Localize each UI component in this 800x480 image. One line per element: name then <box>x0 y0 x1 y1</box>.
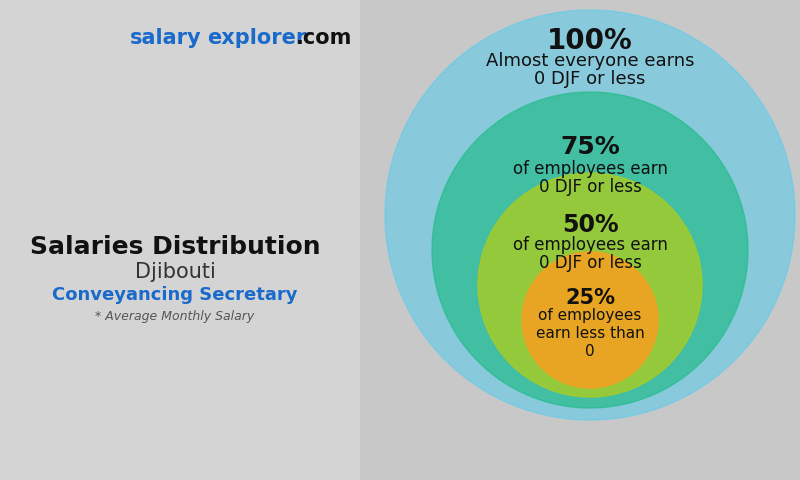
Text: 0 DJF or less: 0 DJF or less <box>534 70 646 88</box>
Text: of employees: of employees <box>538 308 642 323</box>
Text: 0: 0 <box>585 344 595 359</box>
Text: Djibouti: Djibouti <box>134 262 215 282</box>
Text: salary: salary <box>130 28 202 48</box>
Text: of employees earn: of employees earn <box>513 236 667 254</box>
Text: earn less than: earn less than <box>536 326 644 341</box>
Circle shape <box>522 252 658 388</box>
Text: 25%: 25% <box>565 288 615 308</box>
Text: * Average Monthly Salary: * Average Monthly Salary <box>95 310 254 323</box>
Text: Almost everyone earns: Almost everyone earns <box>486 52 694 70</box>
Text: 50%: 50% <box>562 213 618 237</box>
Text: of employees earn: of employees earn <box>513 160 667 178</box>
Text: 0 DJF or less: 0 DJF or less <box>538 178 642 196</box>
Circle shape <box>478 173 702 397</box>
Text: 75%: 75% <box>560 135 620 159</box>
Text: Salaries Distribution: Salaries Distribution <box>30 235 320 259</box>
Circle shape <box>432 92 748 408</box>
Text: 0 DJF or less: 0 DJF or less <box>538 254 642 272</box>
Text: explorer: explorer <box>207 28 306 48</box>
Bar <box>0 0 360 480</box>
Text: Conveyancing Secretary: Conveyancing Secretary <box>52 286 298 304</box>
Text: .com: .com <box>296 28 352 48</box>
Circle shape <box>385 10 795 420</box>
Text: 100%: 100% <box>547 27 633 55</box>
